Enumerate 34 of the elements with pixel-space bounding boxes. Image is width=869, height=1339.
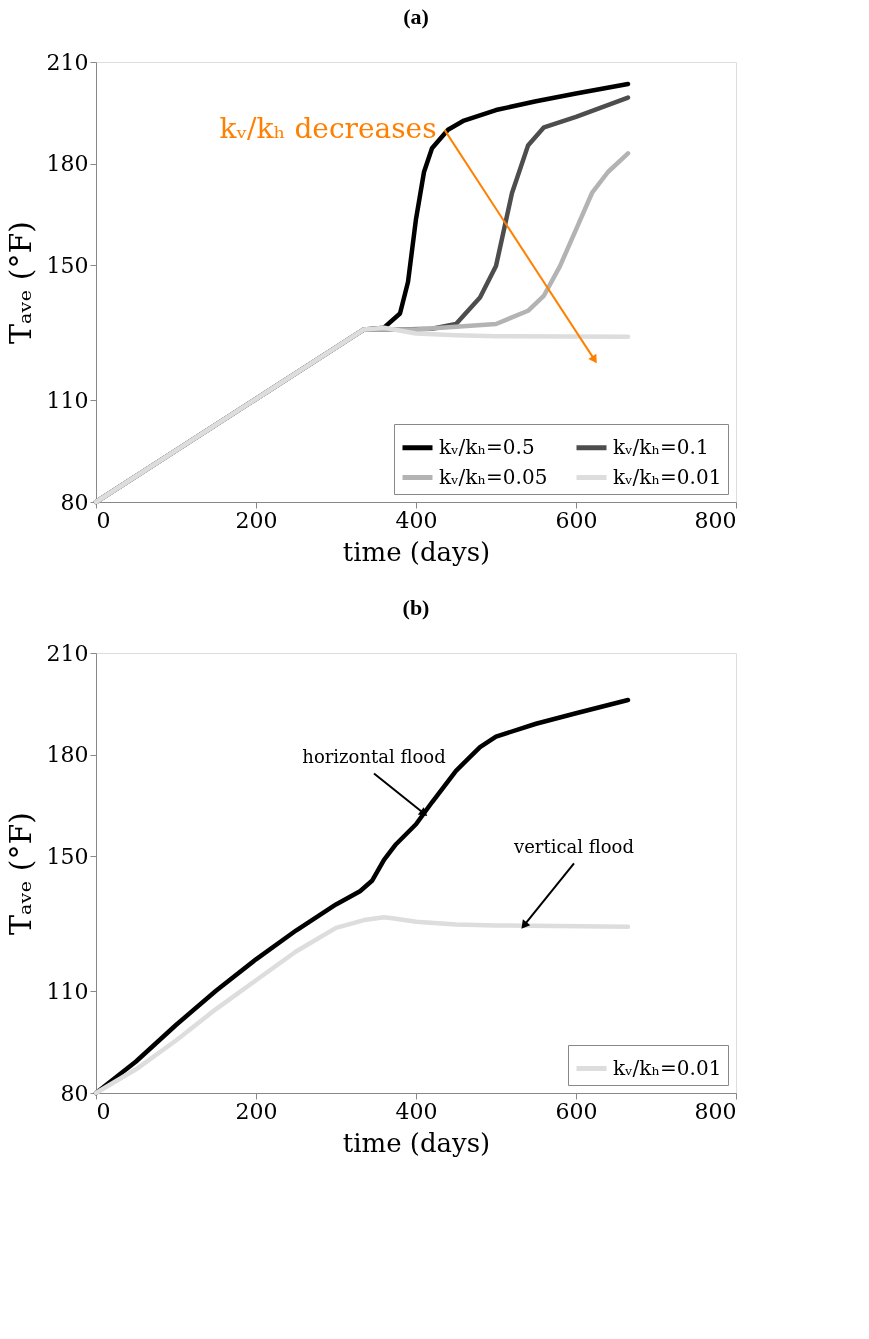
y-tick-label: 110 <box>46 978 89 1004</box>
legend-label: kᵥ/kₕ=0.1 <box>613 434 709 459</box>
x-tick-label: 600 <box>555 1098 598 1124</box>
annotation: kᵥ/kₕ decreases <box>219 111 437 145</box>
legend-label: kᵥ/kₕ=0.5 <box>439 434 535 459</box>
chart-title: (b) <box>402 595 430 620</box>
legend-label: kᵥ/kₕ=0.05 <box>439 464 548 489</box>
annotation: vertical flood <box>513 836 634 858</box>
x-axis-title: time (days) <box>342 536 491 567</box>
x-tick-label: 0 <box>96 1098 111 1124</box>
legend-label: kᵥ/kₕ=0.01 <box>613 464 722 489</box>
y-axis-title: Tₐᵥₑ (°F) <box>2 220 38 345</box>
x-tick-label: 600 <box>555 507 598 533</box>
x-tick-label: 0 <box>96 507 111 533</box>
x-axis-title: time (days) <box>342 1127 491 1158</box>
y-tick-label: 180 <box>46 742 89 768</box>
x-tick-label: 400 <box>395 507 438 533</box>
x-tick-label: 200 <box>235 507 278 533</box>
y-tick-label: 80 <box>60 489 89 515</box>
y-tick-label: 150 <box>46 252 89 278</box>
y-tick-label: 110 <box>46 387 89 413</box>
chart-title: (a) <box>403 4 429 29</box>
y-tick-label: 80 <box>60 1080 89 1106</box>
x-tick-label: 800 <box>694 507 737 533</box>
x-tick-label: 200 <box>235 1098 278 1124</box>
y-tick-label: 210 <box>46 49 89 75</box>
y-axis-title: Tₐᵥₑ (°F) <box>2 811 38 936</box>
y-tick-label: 180 <box>46 151 89 177</box>
x-tick-label: 800 <box>694 1098 737 1124</box>
y-tick-label: 210 <box>46 640 89 666</box>
x-tick-label: 400 <box>395 1098 438 1124</box>
legend-label: kᵥ/kₕ=0.01 <box>613 1055 722 1080</box>
annotation: horizontal flood <box>302 746 446 768</box>
y-tick-label: 150 <box>46 843 89 869</box>
